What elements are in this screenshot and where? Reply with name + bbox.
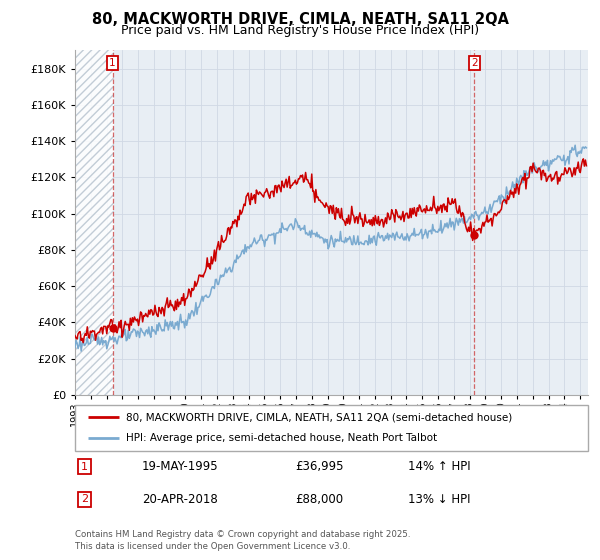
Text: Price paid vs. HM Land Registry's House Price Index (HPI): Price paid vs. HM Land Registry's House …	[121, 24, 479, 36]
Text: 14% ↑ HPI: 14% ↑ HPI	[409, 460, 471, 473]
Text: 13% ↓ HPI: 13% ↓ HPI	[409, 493, 471, 506]
Text: £88,000: £88,000	[296, 493, 344, 506]
Text: 2: 2	[471, 58, 478, 68]
Text: This data is licensed under the Open Government Licence v3.0.: This data is licensed under the Open Gov…	[75, 542, 350, 550]
Text: 1: 1	[109, 58, 116, 68]
Text: Contains HM Land Registry data © Crown copyright and database right 2025.: Contains HM Land Registry data © Crown c…	[75, 530, 410, 539]
Text: 1: 1	[81, 461, 88, 472]
Text: 2: 2	[80, 494, 88, 505]
Text: 80, MACKWORTH DRIVE, CIMLA, NEATH, SA11 2QA (semi-detached house): 80, MACKWORTH DRIVE, CIMLA, NEATH, SA11 …	[127, 412, 512, 422]
Text: 19-MAY-1995: 19-MAY-1995	[142, 460, 218, 473]
Text: HPI: Average price, semi-detached house, Neath Port Talbot: HPI: Average price, semi-detached house,…	[127, 433, 437, 444]
Text: £36,995: £36,995	[296, 460, 344, 473]
Text: 20-APR-2018: 20-APR-2018	[142, 493, 217, 506]
Text: 80, MACKWORTH DRIVE, CIMLA, NEATH, SA11 2QA: 80, MACKWORTH DRIVE, CIMLA, NEATH, SA11 …	[91, 12, 509, 27]
